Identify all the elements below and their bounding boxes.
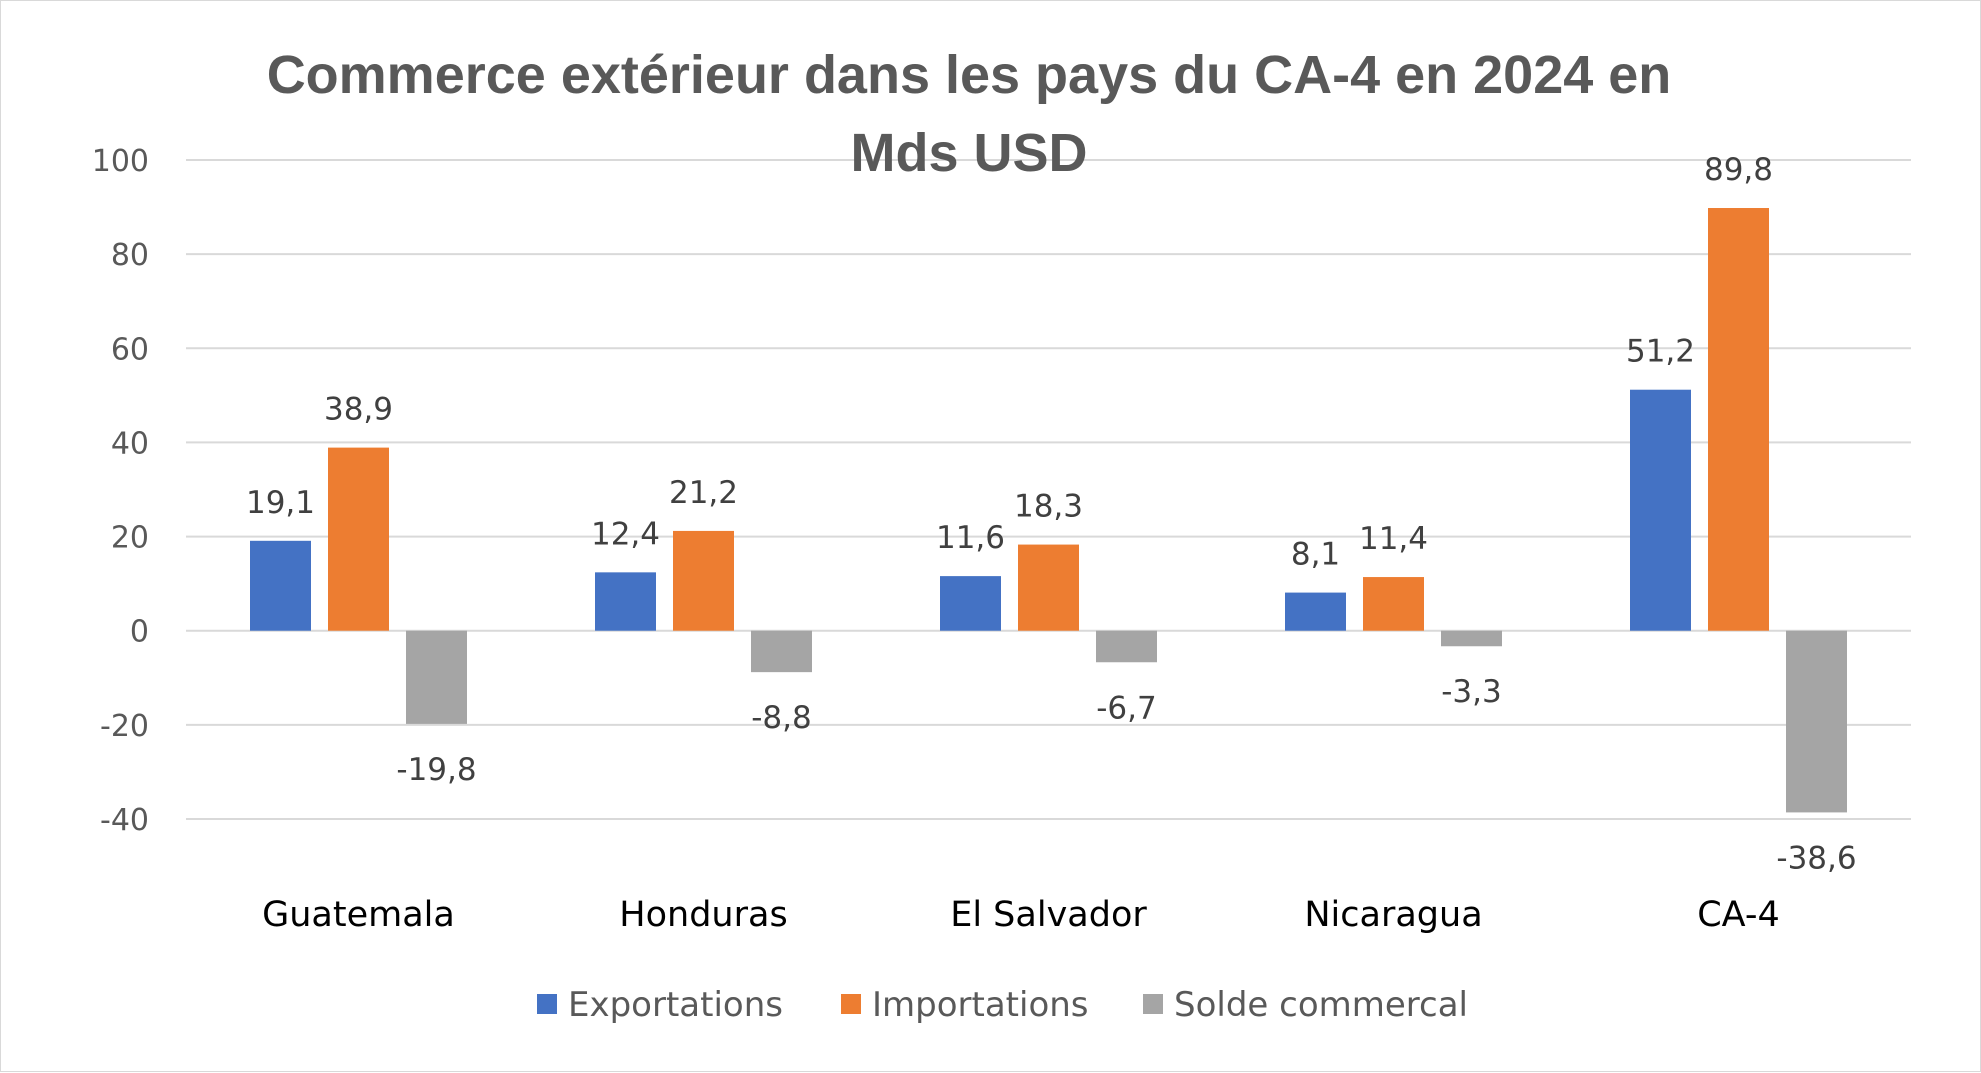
y-axis-ticks: 100 80 60 40 20 0 -20 -40 [92,144,149,838]
category-labels: Guatemala Honduras El Salvador Nicaragua CA-… [262,895,1780,935]
bar-solde-commercal [406,630,467,724]
data-label: 89,8 [1704,152,1773,188]
legend-label: Importations [872,985,1089,1025]
chart-title-line-2: Mds USD [850,123,1087,183]
bar-importations [1363,577,1424,631]
data-label: -38,6 [1776,840,1856,876]
bar-importations [673,530,734,631]
bar-solde-commercal [1096,630,1157,663]
bar-exportations [1285,592,1346,631]
category-label: Honduras [619,895,787,935]
category-label: Nicaragua [1304,895,1482,935]
data-label: -8,8 [751,700,812,736]
data-label: 51,2 [1626,334,1695,370]
y-tick-label: 80 [111,238,149,273]
bar-exportations [250,540,311,631]
y-tick-label: -40 [100,803,149,838]
data-label: 8,1 [1291,537,1340,573]
data-label: -6,7 [1096,690,1157,726]
data-label: 19,1 [246,485,315,521]
legend-swatch [841,994,861,1014]
y-tick-label: 100 [92,144,149,179]
bar-solde-commercal [1441,630,1502,647]
legend-label: Solde commercal [1174,985,1468,1025]
chart-title-line-1: Commerce extérieur dans les pays du CA-4… [267,45,1672,105]
y-tick-label: -20 [100,709,149,744]
data-label: 21,2 [669,475,738,511]
category-label: Guatemala [262,895,455,935]
y-tick-label: 40 [111,426,149,461]
bar-solde-commercal [751,630,812,673]
y-tick-label: 60 [111,332,149,367]
bar-exportations [940,576,1001,631]
bars [250,208,1847,813]
y-tick-label: 0 [130,615,149,650]
category-label: CA-4 [1697,895,1780,935]
data-labels: 19,1 38,9 -19,8 12,421,2 -8,8 11,618,3 -6,7 8,1… [246,152,1857,876]
data-label: 12,4 [591,516,660,552]
bar-importations [1018,544,1079,631]
y-tick-label: 20 [111,521,149,556]
data-label: 18,3 [1014,489,1083,525]
legend-swatch [1143,994,1163,1014]
category-label: El Salvador [950,895,1147,935]
bar-importations [328,447,389,631]
bar-exportations [1630,389,1691,631]
data-label: 38,9 [324,392,393,428]
legend: Exportations Importations Solde commercal [537,985,1468,1025]
data-label: -19,8 [396,752,476,788]
data-label: -3,3 [1441,674,1502,710]
bar-exportations [595,572,656,631]
bar-importations [1708,208,1769,631]
legend-swatch [537,994,557,1014]
legend-label: Exportations [568,985,783,1025]
data-label: 11,4 [1359,521,1428,557]
data-label: 11,6 [936,520,1005,556]
gridlines [186,159,1911,820]
bar-solde-commercal [1786,630,1847,813]
